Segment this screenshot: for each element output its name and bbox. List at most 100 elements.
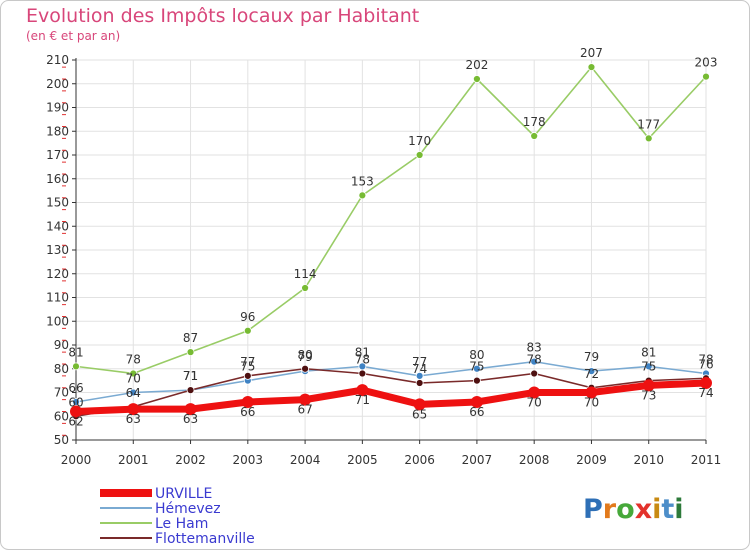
data-point xyxy=(413,398,426,411)
data-point xyxy=(186,386,195,395)
data-label: 72 xyxy=(584,367,599,381)
data-label: 114 xyxy=(294,267,317,281)
y-tick-label: 60 xyxy=(54,409,69,423)
series-le ham: 81788796114153170202178207177203 xyxy=(68,46,717,378)
data-point xyxy=(530,132,539,140)
data-label: 63 xyxy=(183,412,198,426)
y-tick-label: 140 xyxy=(46,219,69,233)
x-tick-label: 2005 xyxy=(347,453,378,467)
data-label: 81 xyxy=(68,345,83,359)
data-point xyxy=(642,379,655,392)
data-label: 79 xyxy=(584,350,599,364)
legend-item: URVILLE xyxy=(155,486,212,502)
data-label: 81 xyxy=(641,345,656,359)
data-label: 75 xyxy=(469,360,484,374)
logo-letter: P xyxy=(583,494,603,525)
data-label: 153 xyxy=(351,174,374,188)
data-label: 80 xyxy=(469,348,484,362)
data-point xyxy=(243,326,252,335)
legend-item: Le Ham xyxy=(155,516,208,532)
y-tick-label: 210 xyxy=(46,53,69,67)
legend-item: Flottemanville xyxy=(155,531,255,547)
data-label: 78 xyxy=(126,353,141,367)
data-point xyxy=(72,362,80,371)
grid xyxy=(76,59,707,440)
data-label: 62 xyxy=(68,415,83,429)
data-point xyxy=(127,403,140,416)
data-label: 66 xyxy=(68,381,83,395)
data-label: 65 xyxy=(412,407,427,421)
logo-text: Proxiti xyxy=(583,494,684,525)
x-tick-label: 2004 xyxy=(290,453,321,467)
data-point xyxy=(415,151,424,159)
data-label: 79 xyxy=(297,350,312,364)
y-tick-label: 120 xyxy=(46,267,69,281)
x-tick-label: 2000 xyxy=(61,453,92,467)
data-label: 60 xyxy=(68,395,83,409)
data-point xyxy=(700,377,712,389)
data-label: 202 xyxy=(465,58,488,72)
series-line xyxy=(75,360,707,403)
data-label: 71 xyxy=(183,369,198,383)
y-tick-label: 130 xyxy=(46,243,69,257)
data-label: 87 xyxy=(183,331,198,345)
data-label: 71 xyxy=(355,393,370,407)
data-label: 66 xyxy=(469,405,484,419)
chart-title: Evolution des Impôts locaux par Habitant xyxy=(26,5,419,27)
x-tick-label: 2006 xyxy=(404,453,435,467)
data-point xyxy=(587,367,596,376)
y-tick-label: 160 xyxy=(46,172,69,186)
data-label: 78 xyxy=(527,353,542,367)
legend-item: Hémevez xyxy=(155,501,221,517)
data-label: 177 xyxy=(637,117,660,131)
y-tick-label: 170 xyxy=(46,148,69,162)
data-label: 178 xyxy=(523,115,546,129)
data-label: 207 xyxy=(580,46,603,60)
data-point xyxy=(644,134,653,143)
data-label: 75 xyxy=(240,360,255,374)
data-point xyxy=(301,284,309,292)
y-tick-label: 200 xyxy=(46,77,69,91)
data-label: 170 xyxy=(408,134,431,148)
data-point xyxy=(470,396,483,408)
data-point xyxy=(530,357,539,366)
data-label: 78 xyxy=(355,353,370,367)
y-tick-label: 180 xyxy=(46,124,69,138)
data-point xyxy=(299,393,312,406)
y-tick-label: 90 xyxy=(54,338,69,352)
data-point xyxy=(301,364,309,373)
data-label: 83 xyxy=(527,341,542,355)
data-point xyxy=(356,384,369,397)
x-tick-label: 2002 xyxy=(175,453,206,467)
data-label: 74 xyxy=(698,386,713,400)
data-label: 78 xyxy=(698,353,713,367)
data-point xyxy=(243,371,252,380)
data-point xyxy=(129,388,138,397)
logo-letter: x xyxy=(635,494,652,525)
data-point xyxy=(186,348,195,357)
series-line xyxy=(75,66,707,375)
data-label: 77 xyxy=(412,355,427,369)
x-tick-label: 2003 xyxy=(233,453,264,467)
data-label: 70 xyxy=(527,396,542,410)
data-label: 63 xyxy=(126,412,141,426)
data-label: 96 xyxy=(240,310,255,324)
data-point xyxy=(241,396,254,408)
series-line xyxy=(72,379,710,415)
data-label: 71 xyxy=(183,369,198,383)
y-tick-label: 80 xyxy=(54,362,69,376)
x-tick-label: 2011 xyxy=(691,453,722,467)
data-point xyxy=(702,72,710,81)
data-point xyxy=(644,362,653,371)
data-point xyxy=(184,403,197,416)
data-label: 67 xyxy=(297,403,312,417)
x-tick-label: 2009 xyxy=(576,453,607,467)
data-label: 76 xyxy=(698,357,713,371)
y-tick-label: 150 xyxy=(46,196,69,210)
x-tick-label: 2001 xyxy=(118,453,149,467)
data-label: 73 xyxy=(641,388,656,402)
